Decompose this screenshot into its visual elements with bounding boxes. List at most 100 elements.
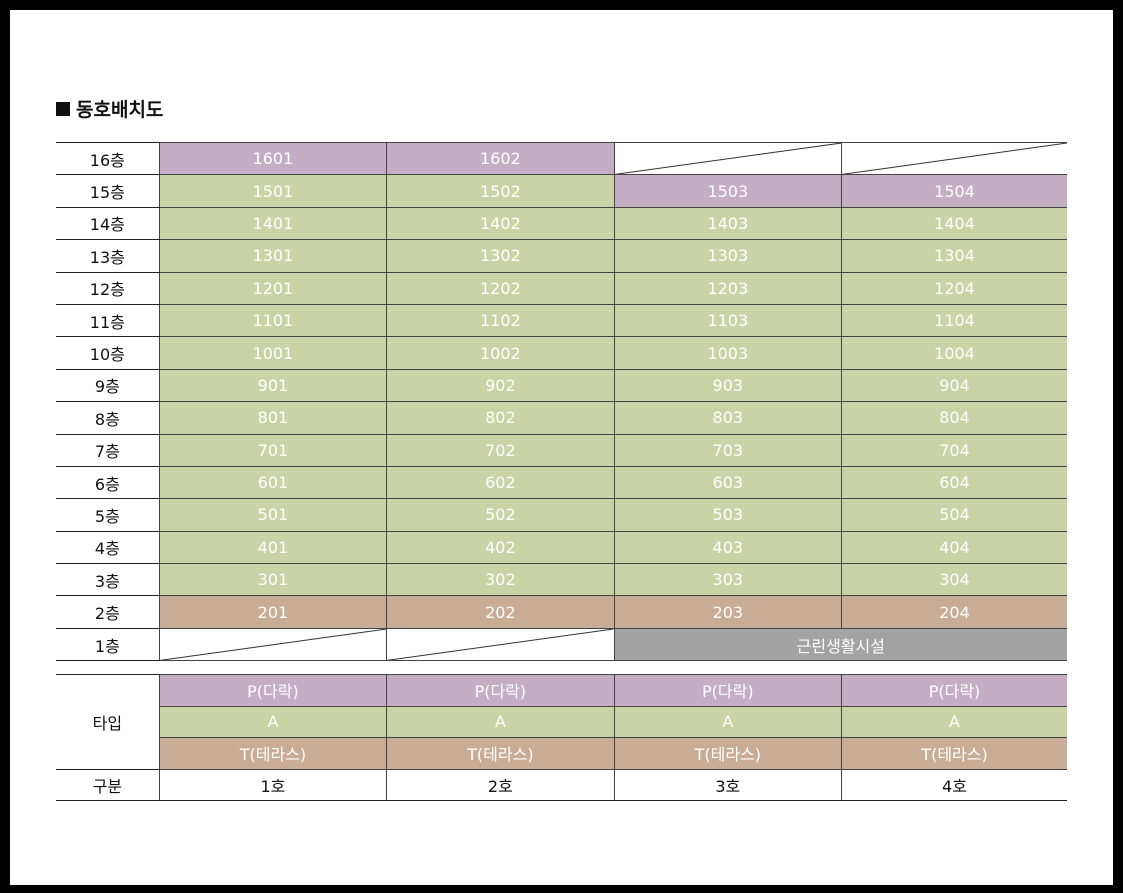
unit-cell: 401 (158, 530, 388, 565)
type-label: 타입 (56, 674, 160, 770)
unit-cell: 303 (613, 563, 843, 597)
unit-cell: 1404 (841, 206, 1067, 241)
unit-cell: 1602 (386, 141, 615, 176)
floor-row: 14층 1401 1402 1403 1404 (56, 206, 1067, 241)
floor-label: 13층 (56, 239, 160, 273)
unit-cell: 1001 (158, 336, 388, 370)
type-cell: T(테라스) (841, 737, 1067, 770)
unit-cell: 1502 (386, 174, 615, 208)
unit-cell: 404 (841, 530, 1067, 565)
floor-label: 1층 (56, 627, 160, 662)
unit-cell: 1302 (386, 239, 615, 273)
unit-cell: 304 (841, 563, 1067, 597)
empty-unit-cell (841, 141, 1067, 176)
unit-cell: 201 (158, 595, 388, 629)
floor-row: 9층 901 902 903 904 (56, 368, 1067, 403)
floor-label: 10층 (56, 336, 160, 370)
diagonal-slash (615, 143, 841, 174)
diagonal-slash (160, 629, 386, 660)
unit-cell: 1103 (613, 303, 843, 338)
unit-cell: 703 (613, 433, 843, 467)
division-row: 구분 1호 2호 3호 4호 (56, 768, 1067, 802)
unit-cell: 901 (158, 368, 388, 403)
unit-cell: 1303 (613, 239, 843, 273)
unit-cell: 402 (386, 530, 615, 565)
type-row: 타입 P(다락) P(다락) P(다락) P(다락) (56, 674, 1067, 770)
type-cell: T(테라스) (386, 737, 615, 770)
floor-label: 16층 (56, 141, 160, 176)
unit-cell: 904 (841, 368, 1067, 403)
floor-label: 2층 (56, 595, 160, 629)
unit-cell: 1003 (613, 336, 843, 370)
unit-number-cell: 2호 (386, 768, 615, 802)
floor-label: 6층 (56, 465, 160, 500)
floor-plan-table: 16층 1601 1602 15층 1501 1502 1503 1504 14층 1401 140… (56, 141, 1067, 662)
diagonal-slash (842, 143, 1067, 174)
commercial-facility-cell: 근린생활시설 (613, 627, 1067, 662)
unit-cell: 1002 (386, 336, 615, 370)
unit-cell: 1503 (613, 174, 843, 208)
unit-cell: 302 (386, 563, 615, 597)
unit-cell: 604 (841, 465, 1067, 500)
unit-cell: 803 (613, 401, 843, 435)
floor-label: 12층 (56, 271, 160, 305)
unit-cell: 202 (386, 595, 615, 629)
type-cell: A (386, 705, 615, 739)
floor-row: 15층 1501 1502 1503 1504 (56, 174, 1067, 208)
division-label: 구분 (56, 768, 160, 802)
section-title-text: 동호배치도 (76, 99, 164, 121)
type-cell: T(테라스) (158, 737, 388, 770)
unit-number-cell: 3호 (613, 768, 843, 802)
unit-cell: 802 (386, 401, 615, 435)
floor-row: 4층 401 402 403 404 (56, 530, 1067, 565)
unit-cell: 702 (386, 433, 615, 467)
unit-cell: 1101 (158, 303, 388, 338)
floor-label: 14층 (56, 206, 160, 241)
unit-cell: 504 (841, 498, 1067, 532)
unit-cell: 601 (158, 465, 388, 500)
unit-cell: 1201 (158, 271, 388, 305)
unit-cell: 1202 (386, 271, 615, 305)
unit-cell: 403 (613, 530, 843, 565)
type-cell: P(다락) (613, 674, 843, 707)
floor-label: 9층 (56, 368, 160, 403)
unit-number-cell: 1호 (158, 768, 388, 802)
empty-unit-cell (613, 141, 843, 176)
floor-row: 3층 301 302 303 304 (56, 563, 1067, 597)
type-cell: P(다락) (841, 674, 1067, 707)
floor-row: 2층 201 202 203 204 (56, 595, 1067, 629)
unit-cell: 701 (158, 433, 388, 467)
type-row: T(테라스) T(테라스) T(테라스) T(테라스) (56, 737, 1067, 770)
unit-cell: 1301 (158, 239, 388, 273)
unit-cell: 804 (841, 401, 1067, 435)
type-cell: T(테라스) (613, 737, 843, 770)
unit-cell: 704 (841, 433, 1067, 467)
unit-cell: 1004 (841, 336, 1067, 370)
unit-cell: 602 (386, 465, 615, 500)
type-cell: A (158, 705, 388, 739)
square-bullet-icon (56, 101, 70, 116)
unit-cell: 501 (158, 498, 388, 532)
floor-label: 15층 (56, 174, 160, 208)
floor-row: 5층 501 502 503 504 (56, 498, 1067, 532)
empty-unit-cell (158, 627, 388, 662)
unit-cell: 1501 (158, 174, 388, 208)
unit-cell: 1402 (386, 206, 615, 241)
unit-cell: 903 (613, 368, 843, 403)
unit-cell: 503 (613, 498, 843, 532)
unit-cell: 1102 (386, 303, 615, 338)
floor-row: 8층 801 802 803 804 (56, 401, 1067, 435)
floor-row: 6층 601 602 603 604 (56, 465, 1067, 500)
unit-cell: 1203 (613, 271, 843, 305)
type-cell: A (613, 705, 843, 739)
unit-cell: 301 (158, 563, 388, 597)
floor-row: 7층 701 702 703 704 (56, 433, 1067, 467)
floor-label: 11층 (56, 303, 160, 338)
unit-cell: 1204 (841, 271, 1067, 305)
floor-label: 3층 (56, 563, 160, 597)
unit-cell: 603 (613, 465, 843, 500)
floor-row: 10층 1001 1002 1003 1004 (56, 336, 1067, 370)
floor-label: 4층 (56, 530, 160, 565)
diagonal-slash (387, 629, 613, 660)
